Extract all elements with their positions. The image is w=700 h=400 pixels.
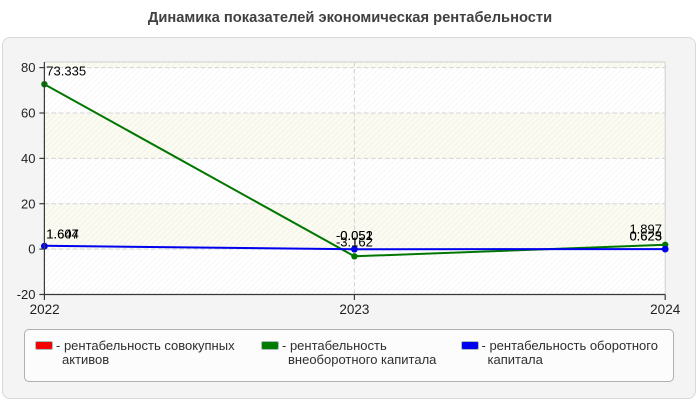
svg-text:20: 20 bbox=[21, 196, 35, 211]
svg-text:-0.051: -0.051 bbox=[336, 228, 373, 243]
svg-text:40: 40 bbox=[21, 151, 35, 166]
svg-text:-0.052: -0.052 bbox=[336, 228, 373, 243]
svg-text:2022: 2022 bbox=[30, 302, 60, 317]
svg-text:73.335: 73.335 bbox=[46, 63, 86, 78]
svg-text:60: 60 bbox=[21, 106, 35, 121]
svg-text:1.604: 1.604 bbox=[46, 226, 79, 241]
svg-text:2023: 2023 bbox=[339, 302, 369, 317]
svg-text:-3.162: -3.162 bbox=[336, 235, 373, 250]
svg-text:80: 80 bbox=[21, 60, 35, 75]
svg-text:1.897: 1.897 bbox=[629, 221, 662, 236]
svg-text:-20: -20 bbox=[17, 287, 36, 302]
svg-text:2024: 2024 bbox=[650, 302, 681, 317]
svg-text:1.647: 1.647 bbox=[46, 226, 79, 241]
svg-text:0.625: 0.625 bbox=[629, 228, 662, 243]
svg-text:0: 0 bbox=[28, 242, 35, 257]
svg-text:0.623: 0.623 bbox=[629, 228, 662, 243]
